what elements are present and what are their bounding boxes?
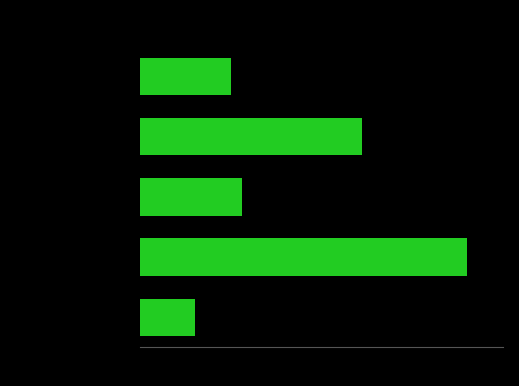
Bar xyxy=(140,118,362,155)
Bar xyxy=(140,239,467,276)
Bar xyxy=(140,58,231,95)
Bar xyxy=(140,299,195,336)
Bar xyxy=(140,178,242,215)
